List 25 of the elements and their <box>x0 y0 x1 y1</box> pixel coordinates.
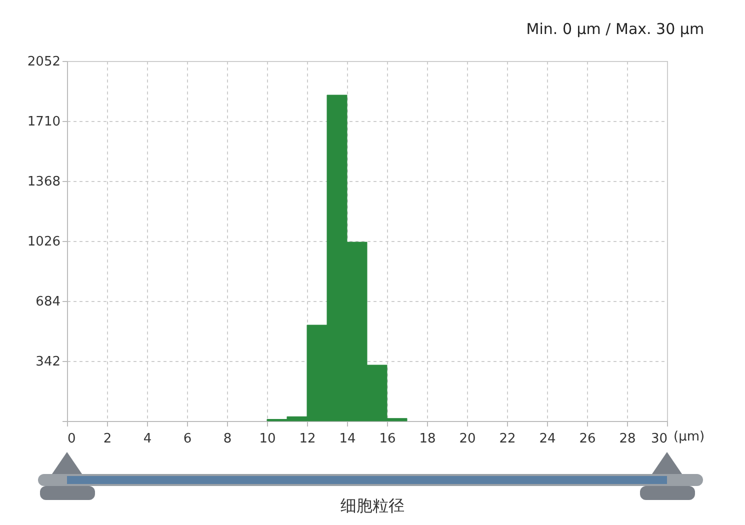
y-tick-label: 684 <box>36 294 60 310</box>
text: 细胞粒径 <box>340 496 406 517</box>
y-tick-label: 342 <box>36 354 60 370</box>
x-tick-label: 30 <box>650 432 668 446</box>
x-tick-label: 22 <box>499 432 516 446</box>
x-tick-label: 10 <box>259 432 276 446</box>
x-tick-label: 6 <box>183 432 192 446</box>
y-tick-label: 2052 <box>27 54 60 70</box>
x-tick-label: 20 <box>459 432 476 446</box>
x-tick-label: 2 <box>103 432 112 446</box>
x-tick-label: 24 <box>539 432 556 446</box>
x-tick-label: 0 <box>68 432 76 446</box>
x-tick-label: 16 <box>379 432 396 446</box>
x-tick-label: 4 <box>143 432 152 446</box>
y-tick-label: 1026 <box>27 234 60 250</box>
x-tick-label: 18 <box>419 432 436 446</box>
x-tick-label: 12 <box>299 432 316 446</box>
x-tick-label: 26 <box>579 432 596 446</box>
x-axis-title: (µm) <box>674 430 705 444</box>
x-tick-label: 14 <box>339 432 356 446</box>
x-tick-label: 8 <box>223 432 232 446</box>
x-tick-label: 28 <box>619 432 636 446</box>
y-tick-label: 1368 <box>27 174 60 190</box>
chart-title: Min. 0 µm / Max. 30 µm <box>526 20 704 38</box>
y-tick-label: 1710 <box>27 114 60 130</box>
